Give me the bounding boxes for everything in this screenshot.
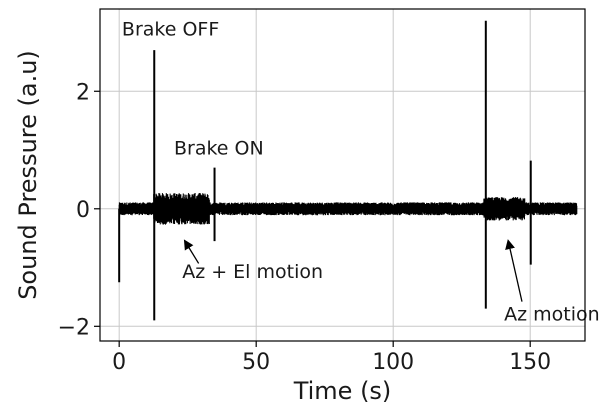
annotation-label: Brake ON [174,138,264,160]
grid-lines [100,9,585,341]
y-tick-label: 2 [76,80,90,105]
annotation-label: Az + El motion [182,261,323,283]
signal-trace [118,192,578,225]
y-axis-title: Sound Pressure (a.u) [14,50,42,300]
annotation-group: Brake OFF Brake ON Az + El motion Az motion [122,18,600,325]
signal-path [118,192,578,225]
annotation-arrow [505,239,523,302]
axis-ticks: 0 50 100 150 −2 0 2 [58,80,552,375]
x-tick-label: 0 [112,350,126,375]
x-axis-title: Time (s) [293,377,392,405]
x-tick-label: 150 [509,350,551,375]
annotation-label: Az motion [504,303,600,325]
annotation-label: Brake OFF [122,18,219,40]
plot-frame [99,8,586,342]
x-tick-label: 100 [372,350,414,375]
y-tick-label: −2 [58,315,90,340]
y-tick-label: 0 [76,198,90,223]
x-tick-label: 50 [242,350,270,375]
annotation-arrow [183,239,200,264]
spike-group [118,20,532,321]
